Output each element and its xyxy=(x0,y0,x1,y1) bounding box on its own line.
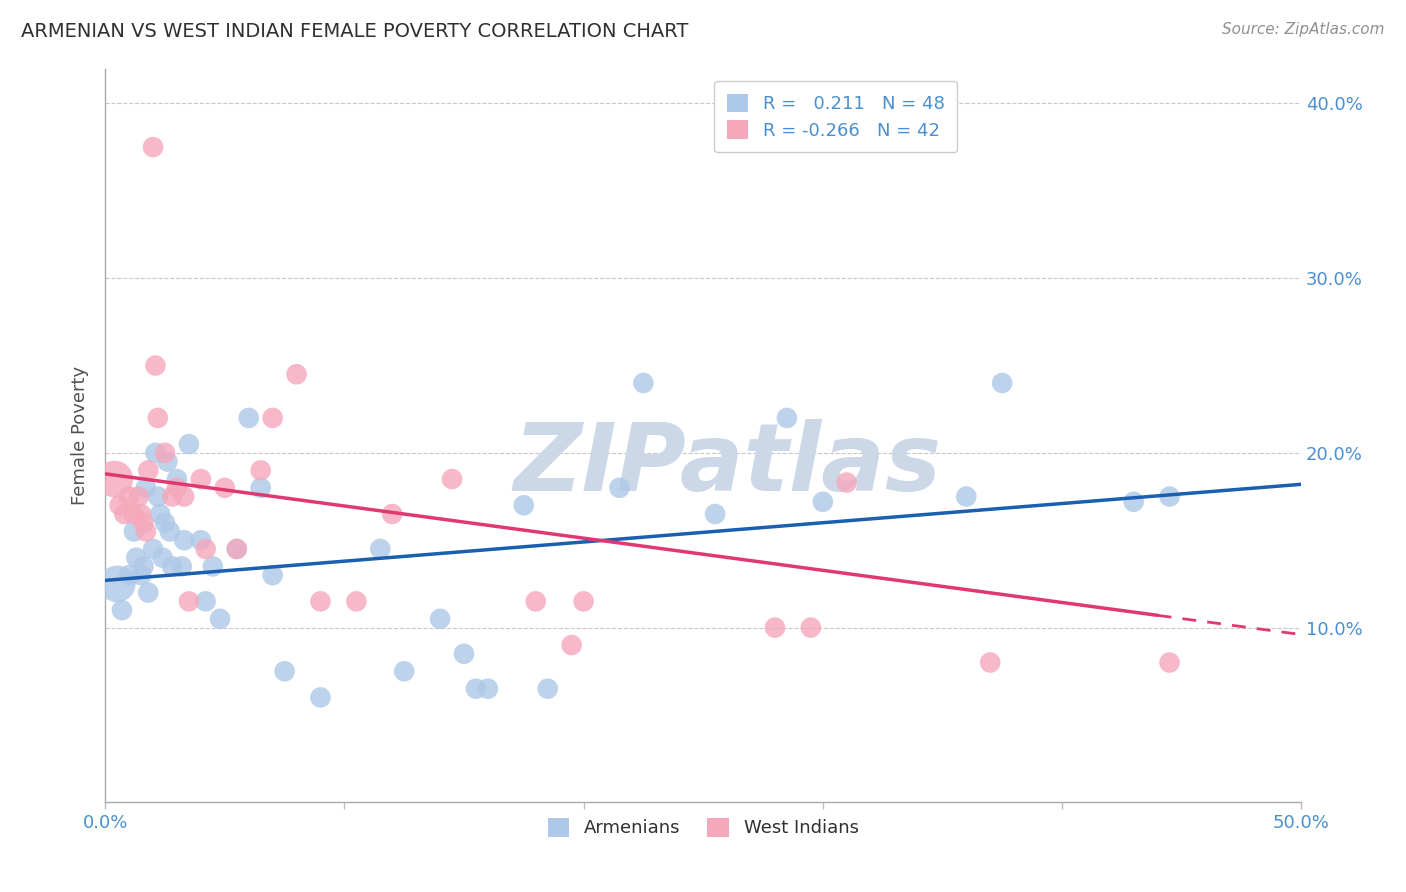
Point xyxy=(201,559,224,574)
Point xyxy=(153,516,176,530)
Point xyxy=(214,481,236,495)
Y-axis label: Female Poverty: Female Poverty xyxy=(72,366,89,505)
Point xyxy=(249,463,271,477)
Point xyxy=(800,621,823,635)
Point xyxy=(122,507,145,521)
Point xyxy=(145,359,167,373)
Point xyxy=(704,507,727,521)
Point xyxy=(125,550,148,565)
Point xyxy=(285,368,308,382)
Point xyxy=(111,603,134,617)
Point xyxy=(633,376,655,390)
Point xyxy=(173,490,195,504)
Point xyxy=(1159,656,1181,670)
Point xyxy=(979,656,1001,670)
Point xyxy=(835,475,858,490)
Text: ARMENIAN VS WEST INDIAN FEMALE POVERTY CORRELATION CHART: ARMENIAN VS WEST INDIAN FEMALE POVERTY C… xyxy=(21,22,689,41)
Point xyxy=(344,594,367,608)
Point xyxy=(381,507,404,521)
Legend: Armenians, West Indians: Armenians, West Indians xyxy=(540,811,866,845)
Point xyxy=(118,490,141,504)
Point xyxy=(145,446,167,460)
Point xyxy=(173,533,195,548)
Point xyxy=(477,681,499,696)
Point xyxy=(136,463,159,477)
Point xyxy=(441,472,464,486)
Text: Source: ZipAtlas.com: Source: ZipAtlas.com xyxy=(1222,22,1385,37)
Point xyxy=(160,559,183,574)
Point xyxy=(238,411,260,425)
Point xyxy=(190,533,212,548)
Point xyxy=(152,550,174,565)
Point xyxy=(166,472,188,486)
Point xyxy=(1122,495,1144,509)
Point xyxy=(128,490,150,504)
Point xyxy=(142,140,165,154)
Point xyxy=(135,481,157,495)
Point xyxy=(225,541,247,556)
Point xyxy=(156,454,179,468)
Point xyxy=(763,621,786,635)
Point xyxy=(465,681,488,696)
Point xyxy=(309,594,332,608)
Point xyxy=(112,507,135,521)
Point xyxy=(118,568,141,582)
Point xyxy=(609,481,631,495)
Point xyxy=(991,376,1014,390)
Point xyxy=(146,490,169,504)
Point xyxy=(429,612,451,626)
Point xyxy=(561,638,583,652)
Point xyxy=(159,524,181,539)
Point xyxy=(453,647,475,661)
Point xyxy=(166,481,188,495)
Point xyxy=(108,498,131,512)
Point xyxy=(225,541,247,556)
Text: ZIPatlas: ZIPatlas xyxy=(513,418,941,511)
Point xyxy=(309,690,332,705)
Point xyxy=(170,559,193,574)
Point xyxy=(273,665,295,679)
Point xyxy=(160,490,183,504)
Point xyxy=(177,437,200,451)
Point xyxy=(811,495,834,509)
Point xyxy=(524,594,547,608)
Point xyxy=(153,446,176,460)
Point xyxy=(105,577,128,591)
Point xyxy=(776,411,799,425)
Point xyxy=(129,568,152,582)
Point xyxy=(146,411,169,425)
Point xyxy=(513,498,536,512)
Point xyxy=(208,612,231,626)
Point xyxy=(190,472,212,486)
Point xyxy=(149,507,172,521)
Point xyxy=(955,490,977,504)
Point xyxy=(122,524,145,539)
Point xyxy=(132,516,155,530)
Point xyxy=(572,594,595,608)
Point xyxy=(136,585,159,599)
Point xyxy=(262,411,284,425)
Point xyxy=(194,541,217,556)
Point xyxy=(262,568,284,582)
Point xyxy=(368,541,391,556)
Point xyxy=(537,681,560,696)
Point xyxy=(129,507,152,521)
Point xyxy=(249,481,271,495)
Point xyxy=(135,524,157,539)
Point xyxy=(104,472,127,486)
Point xyxy=(1159,490,1181,504)
Point xyxy=(177,594,200,608)
Point xyxy=(132,559,155,574)
Point xyxy=(392,665,415,679)
Point xyxy=(194,594,217,608)
Point xyxy=(142,541,165,556)
